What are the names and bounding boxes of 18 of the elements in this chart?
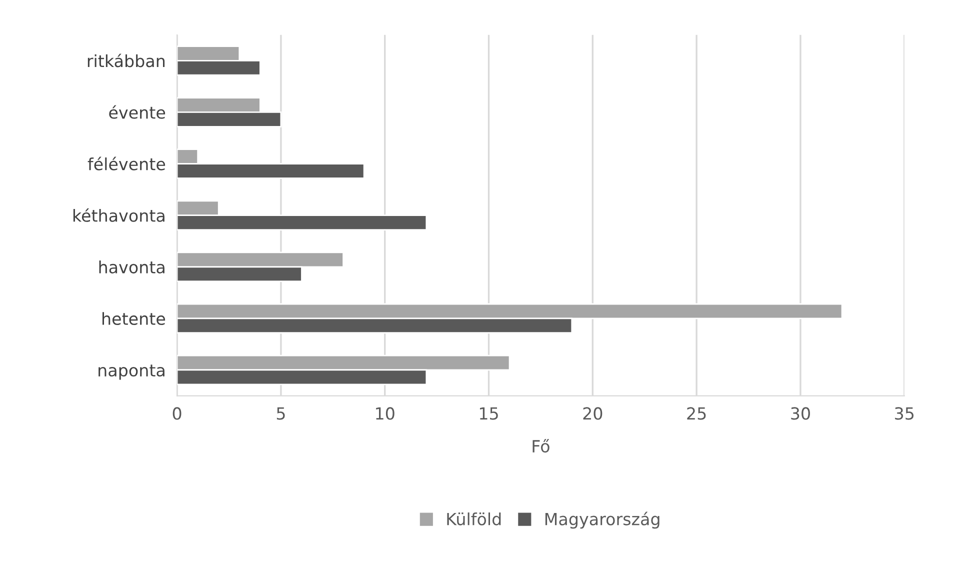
x-axis-title: Fő — [532, 439, 550, 453]
y-tick-label: félévente — [88, 156, 166, 170]
x-tick-label: 25 — [687, 407, 706, 420]
y-tick-label: hetente — [102, 312, 166, 326]
legend-label: Külföld — [447, 512, 501, 526]
x-tick-label: 20 — [583, 407, 602, 420]
y-tick-label: naponta — [98, 364, 164, 380]
x-tick-label: 0 — [172, 407, 182, 420]
y-tick-label: kéthavonta — [73, 208, 164, 222]
x-tick-label: 10 — [376, 407, 394, 420]
legend-label: Magyarország — [545, 512, 660, 529]
y-tick-label: ritkábban — [88, 54, 165, 68]
x-tick-label: 5 — [276, 407, 285, 420]
x-tick-label: 35 — [895, 407, 914, 420]
x-tick-label: 15 — [480, 407, 498, 420]
y-tick-label: havonta — [99, 260, 164, 274]
y-tick-label: évente — [109, 105, 166, 119]
x-tick-label: 30 — [791, 407, 810, 420]
